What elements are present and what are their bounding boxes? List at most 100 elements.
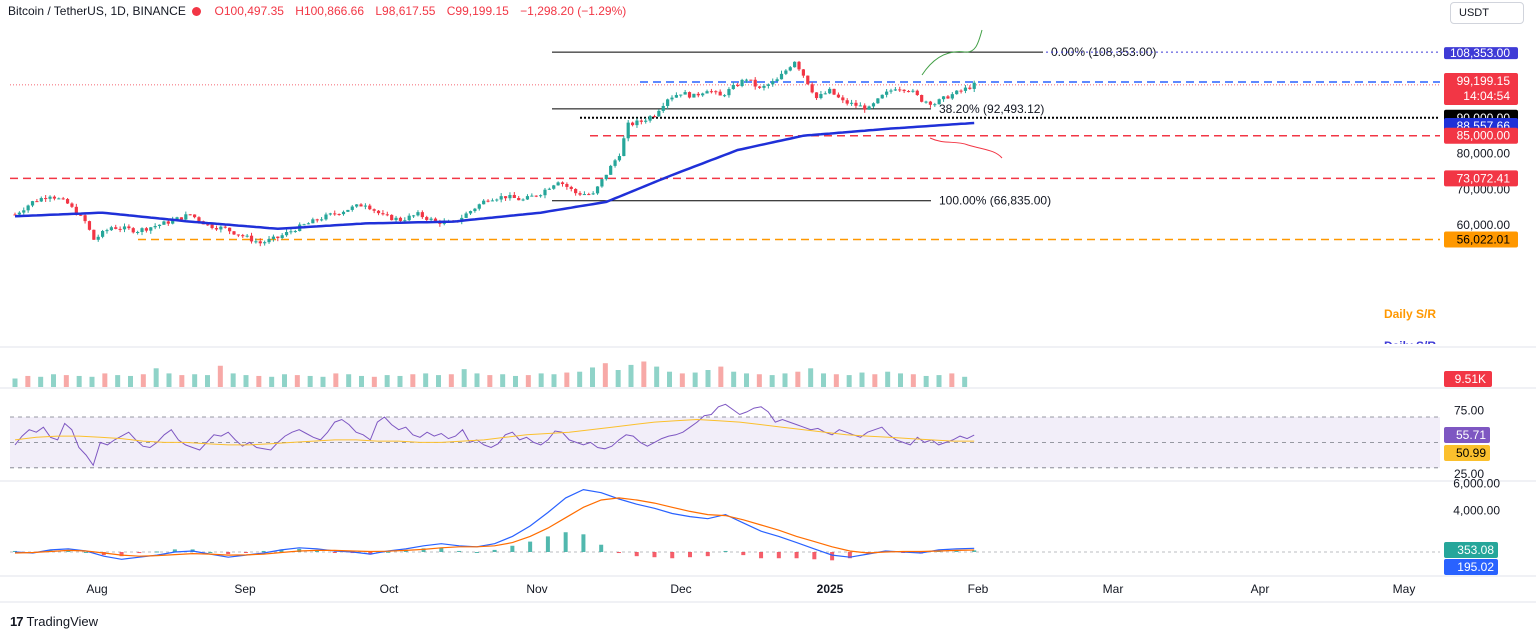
last-price-bg bbox=[1444, 73, 1518, 105]
volume-bar bbox=[962, 376, 968, 387]
candle-body bbox=[293, 231, 297, 233]
volume-bar bbox=[307, 375, 313, 387]
macd-tick-label: 4,000.00 bbox=[1453, 503, 1500, 517]
candle-body bbox=[35, 201, 39, 203]
level-73k-tag: 73,072.41 bbox=[1457, 171, 1511, 185]
ohlc-high: H100,866.66 bbox=[295, 4, 365, 18]
candle-body bbox=[736, 85, 740, 87]
macd-histogram-bar bbox=[208, 552, 213, 553]
candle-body bbox=[595, 186, 600, 194]
candle-body bbox=[648, 116, 652, 121]
candle-body bbox=[486, 200, 490, 202]
candle-body bbox=[92, 229, 96, 240]
volume-bar bbox=[166, 373, 172, 387]
candle-body bbox=[22, 210, 26, 213]
candle-body bbox=[254, 241, 258, 243]
candle-body bbox=[13, 214, 17, 216]
candle-body bbox=[709, 91, 714, 93]
macd-histogram-bar bbox=[599, 544, 604, 552]
projection-down bbox=[929, 137, 1003, 159]
macd-histogram-bar bbox=[474, 552, 479, 553]
symbol-title[interactable]: Bitcoin / TetherUS, 1D, BINANCE bbox=[8, 4, 186, 18]
x-tick-label: Oct bbox=[380, 582, 399, 596]
candle-body bbox=[534, 195, 538, 197]
candle-body bbox=[17, 212, 21, 215]
candle-body bbox=[223, 226, 227, 228]
candle-body bbox=[639, 120, 643, 122]
tradingview-brand[interactable]: 17 TradingView bbox=[10, 614, 98, 629]
candle-body bbox=[114, 227, 118, 229]
macd-histogram-bar bbox=[954, 550, 959, 552]
macd-histogram-bar bbox=[119, 552, 124, 557]
volume-bar bbox=[859, 372, 865, 387]
candle-body bbox=[587, 194, 591, 196]
candle-body bbox=[411, 215, 416, 217]
rsi-tick-label: 25.00 bbox=[1454, 467, 1484, 481]
candle-body bbox=[87, 221, 92, 230]
volume-bar bbox=[769, 375, 775, 387]
candle-body bbox=[727, 89, 731, 96]
macd-histogram-bar bbox=[155, 551, 160, 553]
volume-bar bbox=[448, 374, 454, 387]
candle-body bbox=[876, 98, 880, 104]
candle-body bbox=[289, 231, 293, 233]
volume-bar bbox=[12, 378, 18, 387]
candle-body bbox=[644, 120, 648, 122]
macd-histogram-bar bbox=[741, 552, 746, 556]
candle-body bbox=[740, 79, 744, 87]
chart-header: Bitcoin / TetherUS, 1D, BINANCE O100,497… bbox=[8, 4, 626, 18]
candle-body bbox=[320, 219, 324, 221]
candle-body bbox=[521, 199, 525, 201]
candle-body bbox=[705, 91, 709, 94]
volume-bar bbox=[731, 371, 737, 387]
candle-body bbox=[210, 224, 214, 229]
x-tick-label: Dec bbox=[670, 582, 691, 596]
candle-body bbox=[407, 215, 411, 221]
volume-bar bbox=[371, 376, 377, 387]
candle-body bbox=[372, 209, 376, 211]
macd-histogram-bar bbox=[457, 550, 462, 552]
candle-body bbox=[30, 201, 35, 206]
candle-body bbox=[560, 182, 565, 185]
volume-bar bbox=[782, 373, 788, 387]
candle-body bbox=[192, 214, 197, 218]
currency-button[interactable]: USDT bbox=[1450, 2, 1524, 24]
candle-body bbox=[162, 221, 166, 225]
macd-histogram-bar bbox=[492, 549, 497, 552]
macd-histogram-bar bbox=[332, 552, 337, 553]
x-tick-label: May bbox=[1393, 582, 1416, 596]
candle-body bbox=[346, 209, 350, 212]
candle-body bbox=[920, 94, 924, 102]
volume-bar bbox=[269, 376, 275, 387]
candle-body bbox=[871, 103, 876, 107]
candle-body bbox=[512, 194, 516, 198]
macd-histogram-bar bbox=[812, 552, 817, 560]
volume-bar bbox=[615, 370, 621, 387]
volume-bar bbox=[872, 374, 878, 387]
candle-body bbox=[184, 214, 188, 220]
candle-body bbox=[692, 93, 696, 98]
candle-body bbox=[600, 179, 604, 187]
macd-histogram-bar bbox=[723, 550, 728, 552]
candle-body bbox=[236, 234, 240, 236]
candle-body bbox=[946, 96, 950, 99]
candle-body bbox=[569, 186, 573, 189]
candle-body bbox=[898, 89, 902, 91]
candle-body bbox=[350, 206, 354, 210]
candle-body bbox=[315, 219, 319, 221]
volume-bar bbox=[474, 373, 480, 387]
macd-histogram-bar bbox=[688, 552, 693, 558]
x-tick-label: Aug bbox=[86, 582, 107, 596]
ohlc-open: O100,497.35 bbox=[214, 4, 284, 18]
rsi-ma-tag-bg bbox=[1444, 445, 1490, 461]
rsi-tag: 55.71 bbox=[1456, 428, 1486, 442]
candle-body bbox=[324, 214, 328, 220]
candle-body bbox=[517, 197, 521, 201]
candle-body bbox=[797, 61, 801, 70]
candle-body bbox=[828, 88, 832, 94]
macd-histogram-bar bbox=[670, 552, 675, 559]
candle-body bbox=[376, 210, 381, 214]
candle-body bbox=[153, 226, 157, 228]
candle-body bbox=[136, 231, 140, 233]
